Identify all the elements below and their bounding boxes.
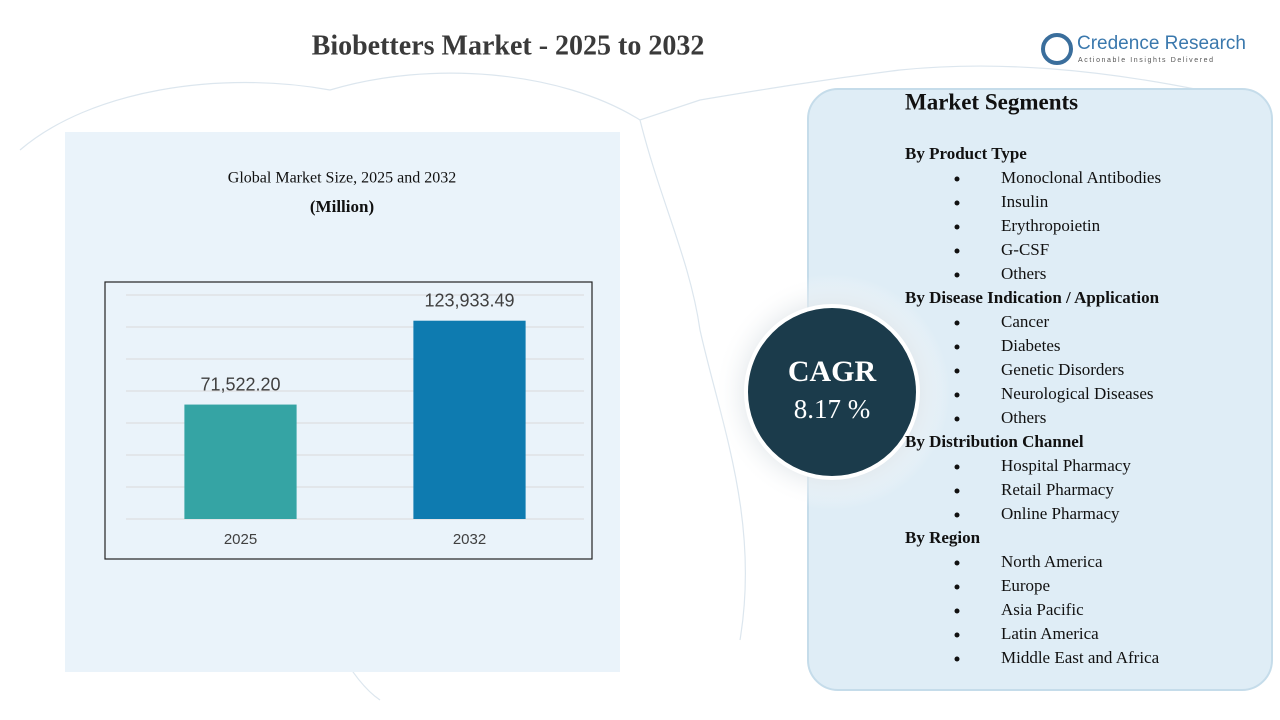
segment-item: Online Pharmacy [1001, 504, 1120, 523]
bullet [954, 368, 960, 374]
logo-icon [1041, 33, 1073, 65]
bullet [954, 248, 960, 254]
cagr-value: 8.17 % [794, 394, 871, 424]
segment-item: Monoclonal Antibodies [1001, 168, 1161, 187]
chart-frame [104, 281, 593, 560]
cagr-circle [744, 304, 920, 480]
segment-item: Retail Pharmacy [1001, 480, 1114, 499]
logo-name: Credence Research [1077, 33, 1246, 54]
segment-item: Erythropoietin [1001, 216, 1101, 235]
segments-title: Market Segments [905, 89, 1078, 114]
segment-item: Genetic Disorders [1001, 360, 1124, 379]
bullet [954, 392, 960, 398]
logo-tagline: Actionable Insights Delivered [1078, 57, 1215, 64]
bullet [954, 632, 960, 638]
bullet [954, 200, 960, 206]
logo: Credence Research Actionable Insights De… [1041, 33, 1246, 65]
segment-item: North America [1001, 552, 1103, 571]
segment-heading: By Product Type [905, 144, 1027, 163]
bar [184, 404, 297, 519]
segment-heading: By Distribution Channel [905, 432, 1084, 451]
cagr-label: CAGR [788, 355, 877, 388]
segment-item: Others [1001, 408, 1046, 427]
bullet [954, 320, 960, 326]
segment-heading: By Region [905, 528, 981, 547]
bullet [954, 272, 960, 278]
bullet [954, 416, 960, 422]
bar [413, 320, 526, 519]
segment-item: Europe [1001, 576, 1050, 595]
segment-item: Middle East and Africa [1001, 648, 1160, 667]
bullet [954, 656, 960, 662]
segment-list: By Product Type Monoclonal Antibodies Insu… [905, 144, 1161, 667]
segment-item: Latin America [1001, 624, 1099, 643]
page-title: Biobetters Market - 2025 to 2032 [312, 30, 705, 61]
bullet [954, 608, 960, 614]
segment-item: Diabetes [1001, 336, 1060, 355]
bullet [954, 488, 960, 494]
value-label: 123,933.49 [424, 290, 514, 310]
value-label: 71,522.20 [200, 374, 280, 394]
segment-item: Asia Pacific [1001, 600, 1084, 619]
bullet [954, 464, 960, 470]
bullet [954, 176, 960, 182]
segment-item: Insulin [1001, 192, 1049, 211]
x-tick-label: 2032 [453, 531, 486, 548]
bullet [954, 584, 960, 590]
chart-panel [65, 132, 620, 672]
segment-item: Hospital Pharmacy [1001, 456, 1131, 475]
plot: 2025 71,522.20 2032 123,933.49 [126, 290, 584, 548]
segment-item: Others [1001, 264, 1046, 283]
bullet [954, 560, 960, 566]
x-tick-label: 2025 [224, 531, 257, 548]
segment-item: Cancer [1001, 312, 1049, 331]
bullet [954, 512, 960, 518]
chart-title: Global Market Size, 2025 and 2032 [228, 170, 456, 187]
bullet [954, 224, 960, 230]
segment-item: Neurological Diseases [1001, 384, 1153, 403]
bullet [954, 344, 960, 350]
segment-heading: By Disease Indication / Application [905, 288, 1160, 307]
segment-item: G-CSF [1001, 240, 1049, 259]
chart-subtitle: (Million) [310, 197, 374, 216]
